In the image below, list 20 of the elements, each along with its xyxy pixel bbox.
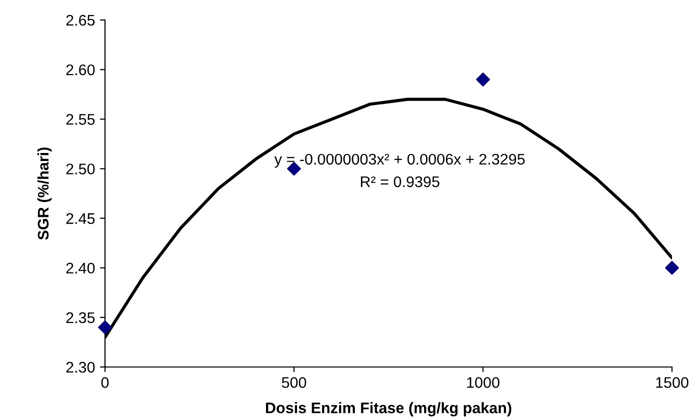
y-tick-label: 2.55 — [66, 114, 95, 125]
point — [98, 320, 112, 334]
y-tick-label: 2.45 — [66, 213, 95, 224]
y-tick-label: 2.65 — [66, 14, 95, 26]
x-tick-label: 500 — [282, 377, 306, 388]
x-tick-label: 1500 — [656, 377, 688, 388]
y-axis-title: SGR (%/hari) — [37, 148, 52, 240]
point — [665, 260, 679, 275]
y-tick-label: 2.40 — [66, 262, 95, 274]
point — [287, 162, 301, 176]
y-tick-label: 2.30 — [66, 362, 95, 373]
x-tick-label: 0 — [101, 377, 109, 388]
x-tick-label: 1000 — [467, 377, 500, 388]
annotation: R² = 0.9395 — [360, 176, 440, 188]
annotation: y = -0.0000003x² + 0.0006x + 2.3295 — [274, 154, 525, 168]
y-tick-label: 2.35 — [66, 312, 95, 324]
x-axis-title: Dosis Enzim Fitase (mg/kg pakan) — [266, 402, 512, 416]
point — [476, 72, 490, 86]
y-tick-label: 2.50 — [66, 164, 95, 174]
y-tick-label: 2.60 — [66, 64, 95, 76]
